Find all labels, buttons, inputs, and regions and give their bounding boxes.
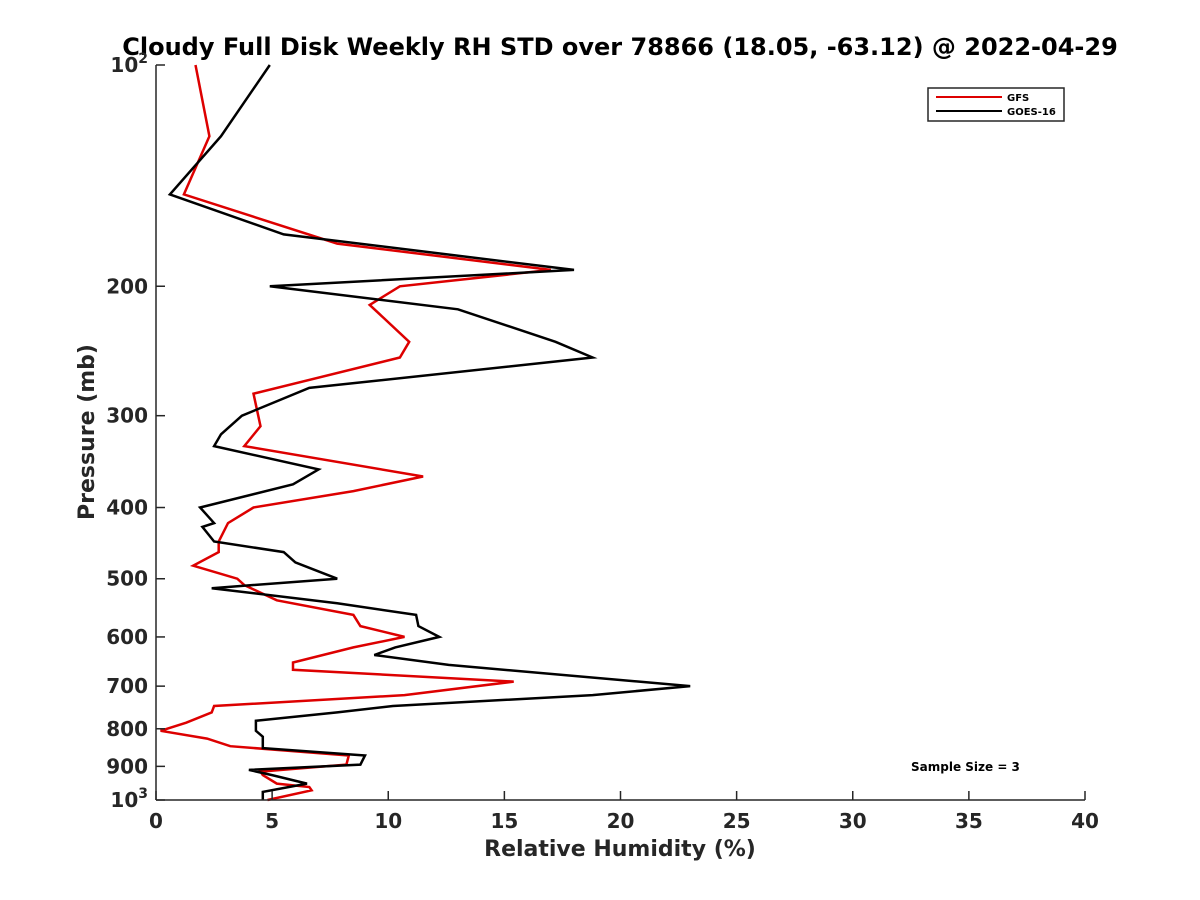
- y-tick-label: 800: [106, 717, 148, 741]
- series-layer: [160, 64, 691, 802]
- x-tick-label: 15: [490, 809, 518, 833]
- sample-size-annotation: Sample Size = 3: [911, 760, 1020, 774]
- plot-area: [156, 65, 1085, 800]
- y-tick-label: 600: [106, 625, 148, 649]
- x-axis-ticks: 0 5 10 15 20 25 30 35 40: [149, 791, 1099, 833]
- x-tick-label: 30: [839, 809, 867, 833]
- y-tick-label: 500: [106, 567, 148, 591]
- y-tick-label: 700: [106, 674, 148, 698]
- x-tick-label: 5: [265, 809, 279, 833]
- y-axis-label: Pressure (mb): [75, 344, 100, 520]
- x-tick-label: 35: [955, 809, 983, 833]
- y-tick-label: 103: [110, 786, 148, 812]
- x-tick-label: 10: [374, 809, 402, 833]
- x-tick-label: 25: [723, 809, 751, 833]
- legend-goes16-label: GOES-16: [1007, 107, 1056, 118]
- y-tick-label: 200: [106, 274, 148, 298]
- legend-box: [927, 87, 1065, 122]
- y-tick-label: 400: [106, 496, 148, 520]
- series-line-gfs: [160, 64, 551, 802]
- chart-title: Cloudy Full Disk Weekly RH STD over 7886…: [122, 33, 1118, 61]
- legend: GFS GOES-16: [927, 87, 1065, 122]
- x-tick-label: 0: [149, 809, 163, 833]
- y-tick-label: 102: [110, 51, 148, 77]
- x-axis-label: Relative Humidity (%): [484, 837, 756, 862]
- x-tick-label: 40: [1071, 809, 1099, 833]
- x-tick-label: 20: [607, 809, 635, 833]
- series-line-goes-16: [167, 64, 691, 800]
- y-axis-ticks: 102 200 300 400 500 600 700 800 900 103: [106, 51, 165, 812]
- y-tick-label: 300: [106, 404, 148, 428]
- y-tick-label: 900: [106, 754, 148, 778]
- legend-gfs-label: GFS: [1007, 93, 1029, 104]
